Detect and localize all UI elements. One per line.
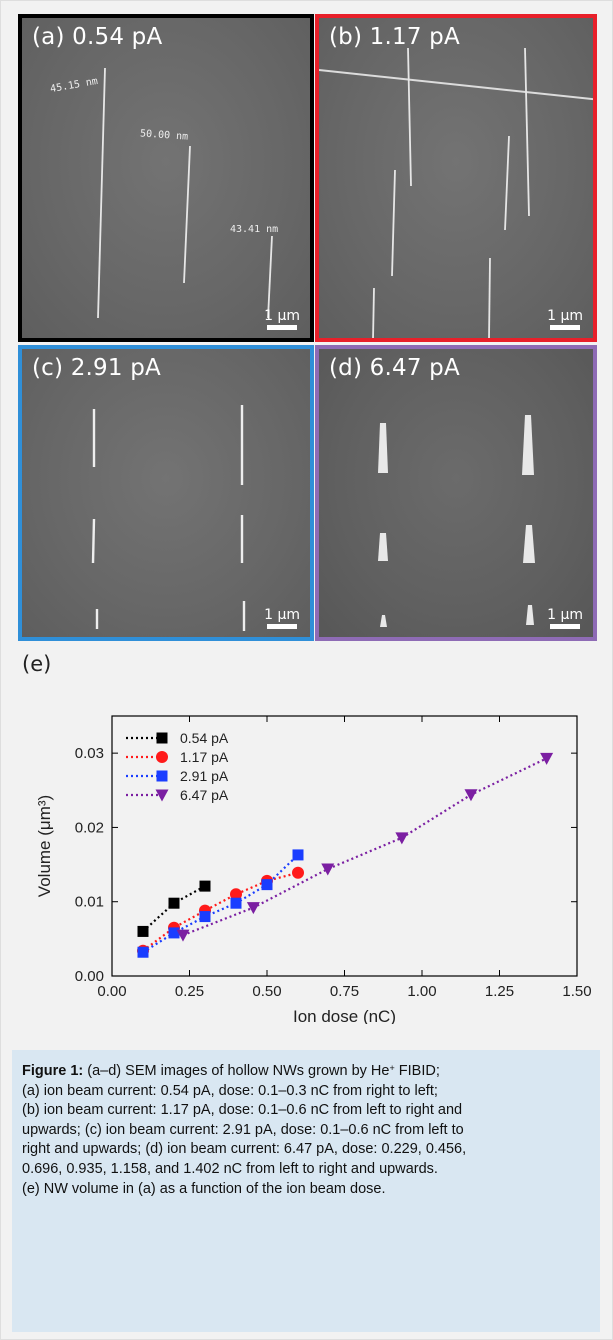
legend-marker	[155, 789, 169, 802]
legend-label: 2.91 pA	[180, 768, 229, 784]
data-point	[168, 927, 180, 939]
data-point	[176, 929, 190, 942]
caption-line-5: right and upwards; (d) ion beam current:…	[22, 1141, 467, 1158]
nanowires-d	[378, 415, 535, 627]
x-tick-label: 1.25	[485, 983, 514, 1000]
nanowires-b	[319, 47, 593, 338]
scale-bar-d: 1 μm	[547, 607, 583, 629]
sem-image-c	[22, 349, 310, 637]
figure-caption: Figure 1: (a–d) SEM images of hollow NWs…	[12, 1050, 600, 1332]
caption-line-2: (a) ion beam current: 0.54 pA, dose: 0.1…	[22, 1082, 438, 1099]
panel-label-d: (d) 6.47 pA	[329, 355, 460, 381]
y-axis-label: Volume (μm³)	[35, 795, 54, 897]
panel-label-b: (b) 1.17 pA	[329, 24, 460, 50]
data-point	[168, 897, 180, 909]
data-point	[230, 888, 242, 901]
data-point	[321, 863, 335, 876]
volume-chart: 0.00 0.25 0.50 0.75 1.00 1.25 1.50 0.00 0.01 0.02…	[12, 646, 602, 1026]
caption-line-7: (e) NW volume in (a) as a function of th…	[22, 1180, 386, 1197]
data-point	[464, 789, 478, 802]
chart-panel-label: (e)	[22, 652, 52, 676]
sem-panel-d: (d) 6.47 pA 1 μm	[315, 345, 597, 641]
caption-text: (a–d) SEM images of hollow NWs grown by …	[87, 1063, 390, 1079]
series-line-3	[182, 757, 548, 937]
legend-marker	[156, 770, 168, 782]
x-tick-label: 0.00	[97, 983, 126, 1000]
scale-bar-line	[550, 325, 581, 330]
nanowires-a	[97, 67, 273, 319]
legend-label: 1.17 pA	[180, 749, 229, 765]
caption-line-1: Figure 1: (a–d) SEM images of hollow NWs…	[22, 1062, 590, 1082]
scale-label: 1 μm	[547, 607, 583, 623]
x-tick-label: 1.00	[407, 983, 436, 1000]
x-tick-label: 0.50	[252, 983, 281, 1000]
x-axis-label: Ion dose (nC)	[293, 1007, 396, 1024]
legend-marker	[156, 751, 168, 763]
sem-image-b	[319, 18, 593, 338]
nanowires-c	[91, 405, 246, 631]
panel-label-a: (a) 0.54 pA	[32, 24, 163, 50]
data-point	[261, 879, 273, 891]
data-point	[246, 902, 260, 915]
y-tick-label: 0.00	[75, 968, 104, 985]
sem-panel-c: (c) 2.91 pA 1 μm	[18, 345, 314, 641]
legend-label: 0.54 pA	[180, 730, 229, 746]
data-point	[137, 925, 149, 937]
scale-label: 1 μm	[264, 308, 300, 324]
caption-fig-label: Figure 1:	[22, 1063, 84, 1079]
scale-bar-line	[550, 624, 581, 629]
data-point	[230, 897, 242, 909]
y-tick-label: 0.03	[75, 745, 104, 762]
x-tick-label: 1.50	[562, 983, 591, 1000]
y-tick-label: 0.01	[75, 894, 104, 911]
scale-label: 1 μm	[547, 308, 583, 324]
data-point	[292, 849, 304, 861]
chart-svg: 0.00 0.25 0.50 0.75 1.00 1.25 1.50 0.00 0.01 0.02…	[35, 715, 592, 1026]
scale-bar-line	[267, 624, 298, 629]
sem-image-d	[319, 349, 593, 637]
sem-image-a	[22, 18, 310, 338]
y-tick-label: 0.02	[75, 819, 104, 836]
data-point	[137, 946, 149, 958]
panel-label-c: (c) 2.91 pA	[32, 355, 161, 381]
x-tick-label: 0.25	[175, 983, 204, 1000]
nw-annotation: 43.41 nm	[230, 224, 279, 235]
caption-text: FIBID;	[398, 1063, 440, 1079]
data-point	[199, 880, 211, 892]
data-point	[199, 911, 211, 923]
sem-panel-a: (a) 0.54 pA 45.15 nm 50.00 nm 43.41 nm 1…	[18, 14, 314, 342]
scale-bar-c: 1 μm	[264, 607, 300, 629]
data-point	[540, 752, 554, 765]
series-line-1	[142, 871, 299, 952]
scale-bar-b: 1 μm	[547, 308, 583, 330]
scale-label: 1 μm	[264, 607, 300, 623]
caption-line-4: upwards; (c) ion beam current: 2.91 pA, …	[22, 1121, 464, 1138]
legend-label: 6.47 pA	[180, 787, 229, 803]
data-point	[292, 866, 304, 879]
x-tick-label: 0.75	[330, 983, 359, 1000]
sem-panel-b: (b) 1.17 pA 1 μm	[315, 14, 597, 342]
legend-marker	[156, 732, 168, 744]
scale-bar-line	[267, 325, 298, 330]
data-point	[395, 832, 409, 845]
caption-line-6: 0.696, 0.935, 1.158, and 1.402 nC from l…	[22, 1160, 438, 1177]
caption-line-3: (b) ion beam current: 1.17 pA, dose: 0.1…	[22, 1102, 463, 1119]
scale-bar-a: 1 μm	[264, 308, 300, 330]
caption-superscript: +	[389, 1063, 395, 1073]
